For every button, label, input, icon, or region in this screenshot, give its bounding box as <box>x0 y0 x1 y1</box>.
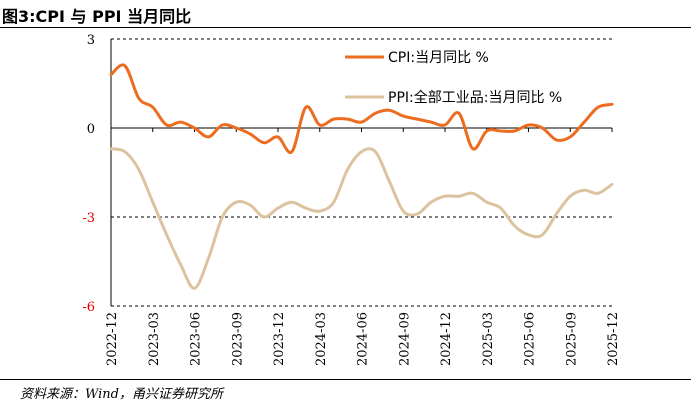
title-rule <box>0 27 691 28</box>
y-tick-label: -6 <box>82 300 95 315</box>
x-tick-label: 2024-09 <box>397 312 412 366</box>
x-tick-label: 2023-03 <box>147 312 162 366</box>
y-tick-label: -3 <box>82 211 95 226</box>
x-tick-label: 2024-12 <box>439 312 454 366</box>
series-line-cpi <box>109 63 614 155</box>
x-tick-label: 2023-12 <box>272 312 287 366</box>
series-line-ppi <box>109 147 614 290</box>
x-tick-label: 2025-12 <box>606 312 621 366</box>
legend: CPI:当月同比 % PPI:全部工业品:当月同比 % <box>345 50 562 106</box>
y-tick-label: 0 <box>87 122 95 137</box>
legend-item-cpi-label: CPI:当月同比 % <box>388 50 489 66</box>
series-layer <box>109 63 614 290</box>
bottom-rule <box>0 379 691 380</box>
x-tick-label: 2025-03 <box>481 312 496 366</box>
x-tick-label: 2025-09 <box>564 312 579 366</box>
x-tick-label: 2023-09 <box>230 312 245 366</box>
y-tick-label: 3 <box>87 33 95 48</box>
grid-layer <box>111 38 612 307</box>
x-tick-label: 2024-06 <box>356 312 371 366</box>
axis-layer: 3 0 -3 -6 2022-12 2023-03 2023-06 2023-09 2023-1… <box>82 33 621 366</box>
source-note: 资料来源：Wind，甬兴证券研究所 <box>20 387 223 402</box>
x-tick-label: 2024-03 <box>314 312 329 366</box>
x-tick-label: 2023-06 <box>189 312 204 366</box>
line-chart: 3 0 -3 -6 2022-12 2023-03 2023-06 2023-09 2023-1… <box>82 33 621 366</box>
x-tick-label: 2025-06 <box>523 312 538 366</box>
legend-item-ppi-label: PPI:全部工业品:当月同比 % <box>388 89 562 106</box>
figure-title: 图3:CPI 与 PPI 当月同比 <box>2 7 192 26</box>
x-tick-label: 2022-12 <box>105 312 120 366</box>
